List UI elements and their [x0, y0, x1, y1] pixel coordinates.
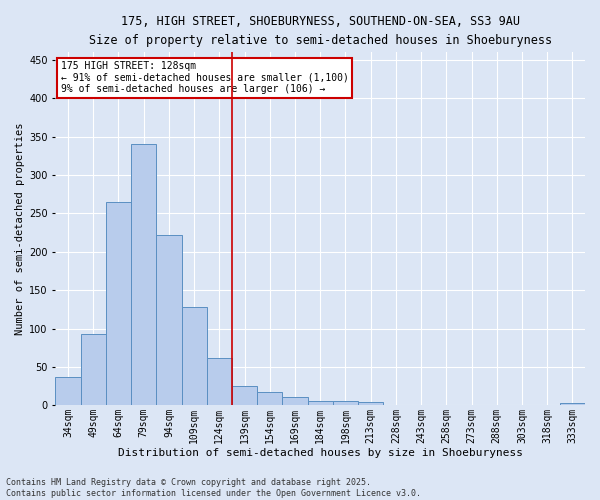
- Bar: [283, 397, 308, 406]
- Bar: [308, 402, 333, 406]
- X-axis label: Distribution of semi-detached houses by size in Shoeburyness: Distribution of semi-detached houses by …: [118, 448, 523, 458]
- Bar: [257, 392, 283, 406]
- Bar: [55, 377, 80, 406]
- Title: 175, HIGH STREET, SHOEBURYNESS, SOUTHEND-ON-SEA, SS3 9AU
Size of property relati: 175, HIGH STREET, SHOEBURYNESS, SOUTHEND…: [89, 15, 552, 47]
- Bar: [333, 402, 358, 406]
- Bar: [182, 307, 207, 406]
- Bar: [358, 402, 383, 406]
- Bar: [106, 202, 131, 406]
- Y-axis label: Number of semi-detached properties: Number of semi-detached properties: [15, 122, 25, 335]
- Bar: [80, 334, 106, 406]
- Text: Contains HM Land Registry data © Crown copyright and database right 2025.
Contai: Contains HM Land Registry data © Crown c…: [6, 478, 421, 498]
- Bar: [232, 386, 257, 406]
- Bar: [207, 358, 232, 406]
- Bar: [157, 235, 182, 406]
- Bar: [131, 144, 157, 406]
- Text: 175 HIGH STREET: 128sqm
← 91% of semi-detached houses are smaller (1,100)
9% of : 175 HIGH STREET: 128sqm ← 91% of semi-de…: [61, 61, 349, 94]
- Bar: [560, 403, 585, 406]
